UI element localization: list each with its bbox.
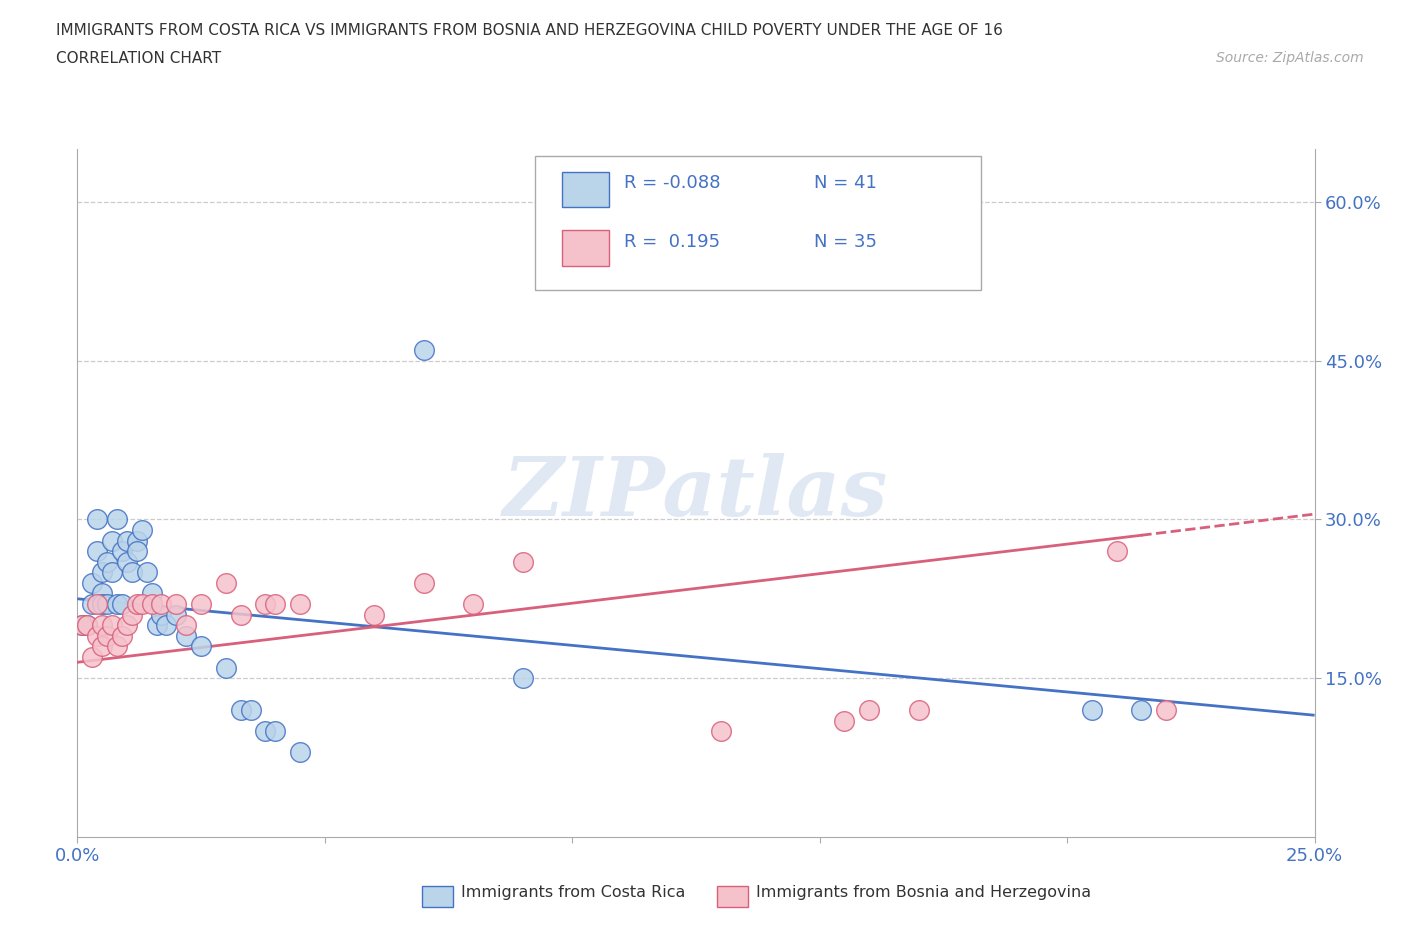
Point: [125, 544, 148, 559]
Point: [858, 702, 880, 717]
Point: [907, 702, 929, 717]
Point: [86, 512, 108, 526]
Point: [254, 597, 277, 612]
Point: [76, 618, 98, 632]
Point: [412, 576, 434, 591]
Text: R =  0.195: R = 0.195: [624, 232, 720, 251]
Point: [86, 629, 108, 644]
Point: [72, 618, 94, 632]
Point: [82, 597, 104, 612]
Point: [363, 607, 385, 622]
Text: R = -0.088: R = -0.088: [624, 174, 721, 193]
Point: [111, 544, 134, 559]
Point: [512, 554, 534, 569]
Point: [165, 607, 187, 622]
Point: [463, 597, 485, 612]
Point: [101, 533, 124, 548]
Point: [105, 639, 128, 654]
Point: [86, 544, 108, 559]
Point: [125, 533, 148, 548]
Point: [82, 649, 104, 664]
Point: [91, 586, 114, 601]
Text: IMMIGRANTS FROM COSTA RICA VS IMMIGRANTS FROM BOSNIA AND HERZEGOVINA CHILD POVER: IMMIGRANTS FROM COSTA RICA VS IMMIGRANTS…: [56, 23, 1002, 38]
Point: [1081, 702, 1104, 717]
Point: [72, 618, 94, 632]
Point: [229, 607, 252, 622]
Text: Immigrants from Bosnia and Herzegovina: Immigrants from Bosnia and Herzegovina: [756, 885, 1091, 900]
Point: [135, 565, 157, 579]
Point: [150, 607, 173, 622]
Point: [150, 597, 173, 612]
Point: [141, 597, 163, 612]
Point: [125, 597, 148, 612]
Text: ZIPatlas: ZIPatlas: [503, 453, 889, 533]
Point: [215, 660, 238, 675]
Point: [264, 597, 287, 612]
Text: CORRELATION CHART: CORRELATION CHART: [56, 51, 221, 66]
Point: [101, 618, 124, 632]
Point: [1130, 702, 1153, 717]
Point: [91, 639, 114, 654]
Point: [145, 618, 167, 632]
Point: [165, 597, 187, 612]
Point: [111, 629, 134, 644]
Point: [91, 565, 114, 579]
Point: [105, 597, 128, 612]
Text: Source: ZipAtlas.com: Source: ZipAtlas.com: [1216, 51, 1364, 65]
Text: N = 35: N = 35: [814, 232, 876, 251]
Point: [512, 671, 534, 685]
Point: [131, 597, 153, 612]
Point: [111, 597, 134, 612]
FancyBboxPatch shape: [536, 155, 980, 290]
Point: [174, 629, 197, 644]
Point: [190, 639, 212, 654]
Point: [82, 576, 104, 591]
Point: [96, 629, 118, 644]
Point: [229, 702, 252, 717]
Point: [91, 618, 114, 632]
Point: [96, 597, 118, 612]
Point: [96, 554, 118, 569]
Point: [86, 597, 108, 612]
Text: N = 41: N = 41: [814, 174, 876, 193]
Point: [131, 523, 153, 538]
Point: [1154, 702, 1177, 717]
Point: [710, 724, 733, 738]
Point: [834, 713, 856, 728]
Point: [190, 597, 212, 612]
Point: [115, 554, 138, 569]
Point: [101, 565, 124, 579]
Point: [121, 565, 143, 579]
Point: [215, 576, 238, 591]
Point: [254, 724, 277, 738]
Point: [239, 702, 262, 717]
Point: [105, 512, 128, 526]
FancyBboxPatch shape: [562, 171, 609, 207]
Point: [412, 342, 434, 357]
Point: [264, 724, 287, 738]
Point: [76, 618, 98, 632]
FancyBboxPatch shape: [562, 230, 609, 266]
Point: [91, 597, 114, 612]
Text: Immigrants from Costa Rica: Immigrants from Costa Rica: [461, 885, 686, 900]
Point: [288, 597, 311, 612]
Point: [288, 745, 311, 760]
Point: [174, 618, 197, 632]
Point: [115, 533, 138, 548]
Point: [1105, 544, 1128, 559]
Point: [121, 607, 143, 622]
Point: [141, 586, 163, 601]
Point: [115, 618, 138, 632]
Point: [155, 618, 177, 632]
